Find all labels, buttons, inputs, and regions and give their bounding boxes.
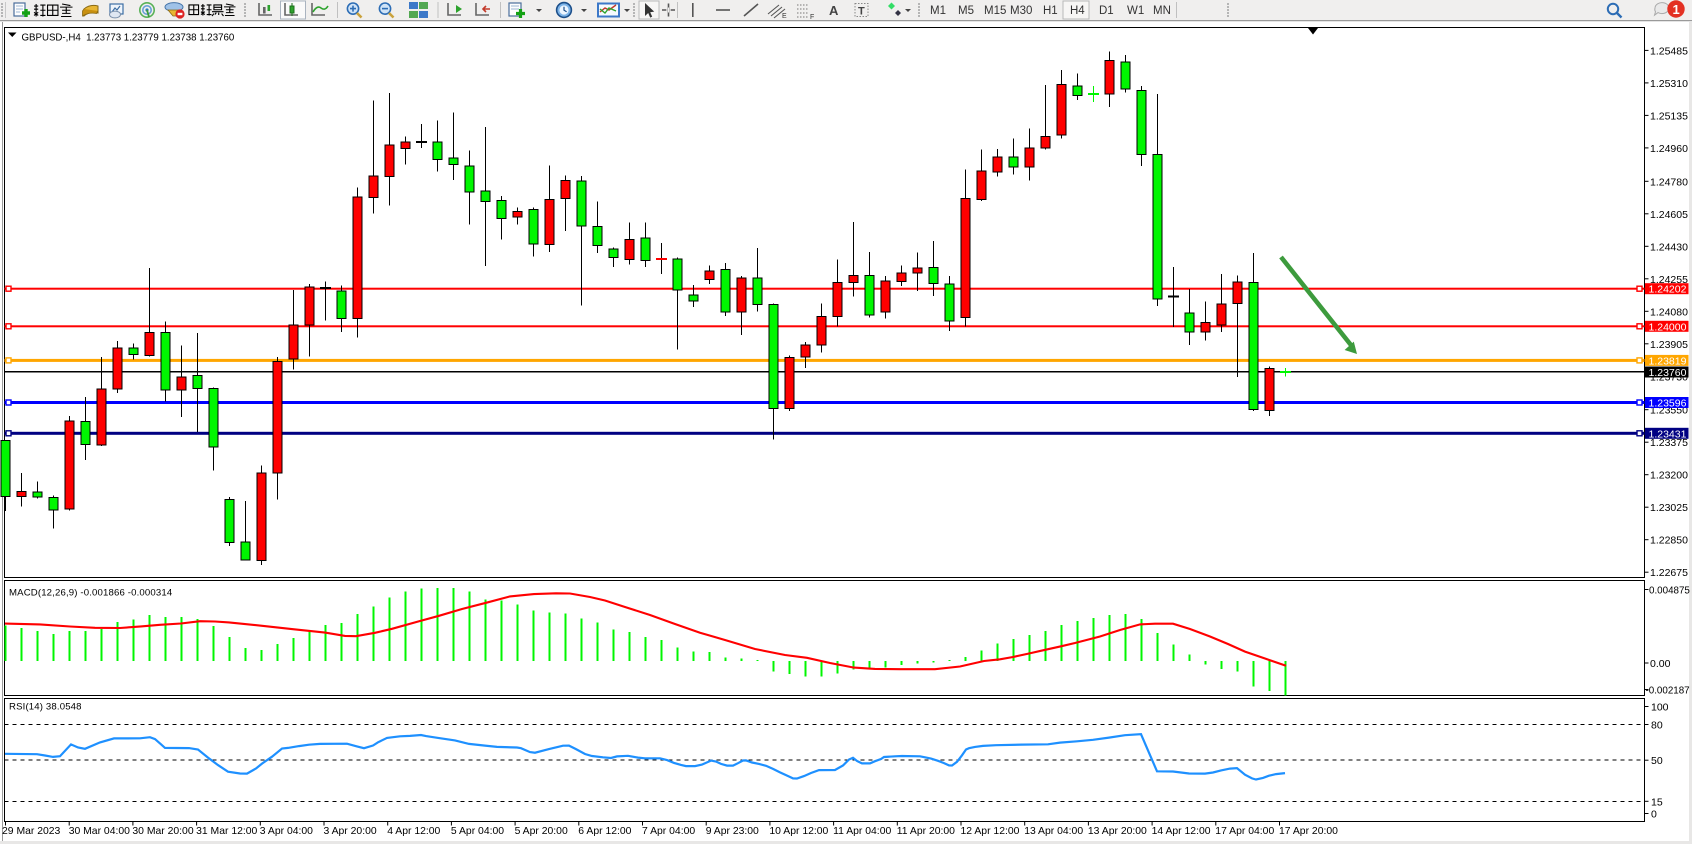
svg-text:80: 80 — [1651, 720, 1663, 732]
svg-text:W1: W1 — [1127, 5, 1144, 17]
svg-text:1.24605: 1.24605 — [1650, 209, 1688, 221]
svg-text:1.22850: 1.22850 — [1650, 535, 1688, 547]
svg-text:F: F — [810, 14, 814, 21]
svg-text:D1: D1 — [1099, 5, 1114, 17]
svg-text:9 Apr 23:00: 9 Apr 23:00 — [706, 826, 759, 837]
svg-text:1.25135: 1.25135 — [1650, 110, 1688, 122]
svg-text:13 Apr 20:00: 13 Apr 20:00 — [1088, 826, 1147, 837]
svg-text:100: 100 — [1651, 702, 1669, 714]
svg-text:0.00: 0.00 — [1650, 658, 1671, 670]
svg-text:12 Apr 12:00: 12 Apr 12:00 — [961, 826, 1020, 837]
svg-text:13 Apr 04:00: 13 Apr 04:00 — [1024, 826, 1083, 837]
svg-text:6 Apr 12:00: 6 Apr 12:00 — [578, 826, 631, 837]
svg-text:14 Apr 12:00: 14 Apr 12:00 — [1152, 826, 1211, 837]
svg-text:17 Apr 20:00: 17 Apr 20:00 — [1279, 826, 1338, 837]
svg-text:1: 1 — [1673, 2, 1680, 17]
svg-text:1.23819: 1.23819 — [1649, 355, 1687, 367]
svg-text:3 Apr 20:00: 3 Apr 20:00 — [324, 826, 377, 837]
svg-text:T: T — [858, 6, 865, 18]
svg-text:11 Apr 20:00: 11 Apr 20:00 — [897, 826, 955, 837]
svg-text:RSI(14) 38.0548: RSI(14) 38.0548 — [9, 702, 82, 713]
svg-text:-0.002187: -0.002187 — [1646, 686, 1690, 697]
svg-text:1.23200: 1.23200 — [1650, 470, 1688, 482]
svg-text:1.25485: 1.25485 — [1650, 45, 1688, 57]
svg-text:1.23905: 1.23905 — [1650, 339, 1688, 351]
svg-text:MACD(12,26,9) -0.001866 -0.000: MACD(12,26,9) -0.001866 -0.000314 — [9, 588, 173, 599]
svg-text:30 Mar 20:00: 30 Mar 20:00 — [132, 826, 193, 837]
svg-text:1.24960: 1.24960 — [1650, 143, 1688, 155]
svg-text:M5: M5 — [958, 5, 974, 17]
svg-text:1.24080: 1.24080 — [1650, 306, 1688, 318]
svg-text:1.23431: 1.23431 — [1649, 428, 1687, 440]
svg-text:10 Apr 12:00: 10 Apr 12:00 — [769, 826, 828, 837]
svg-text:1.23025: 1.23025 — [1650, 502, 1688, 514]
svg-text:1.23760: 1.23760 — [1649, 367, 1687, 379]
svg-text:29 Mar 2023: 29 Mar 2023 — [2, 826, 61, 837]
svg-text:1.24780: 1.24780 — [1650, 176, 1688, 188]
svg-text:H4: H4 — [1070, 5, 1085, 17]
svg-text:1.24000: 1.24000 — [1649, 321, 1687, 333]
svg-text:1.23375: 1.23375 — [1650, 437, 1688, 449]
svg-text:5 Apr 04:00: 5 Apr 04:00 — [451, 826, 504, 837]
svg-text:1.23596: 1.23596 — [1649, 398, 1687, 410]
svg-text:1.22675: 1.22675 — [1650, 567, 1688, 579]
svg-text:4 Apr 12:00: 4 Apr 12:00 — [387, 826, 440, 837]
svg-text:11 Apr 04:00: 11 Apr 04:00 — [833, 826, 891, 837]
svg-text:3 Apr 04:00: 3 Apr 04:00 — [260, 826, 313, 837]
svg-text:1.24430: 1.24430 — [1650, 241, 1688, 253]
svg-text:E: E — [782, 13, 787, 20]
svg-text:31 Mar 12:00: 31 Mar 12:00 — [196, 826, 257, 837]
svg-text:1.25310: 1.25310 — [1650, 78, 1688, 90]
svg-text:1.24202: 1.24202 — [1649, 284, 1687, 296]
svg-text:15: 15 — [1651, 796, 1663, 808]
svg-text:30 Mar 04:00: 30 Mar 04:00 — [69, 826, 130, 837]
svg-text:1.24255: 1.24255 — [1650, 274, 1688, 286]
svg-text:5 Apr 20:00: 5 Apr 20:00 — [515, 826, 568, 837]
svg-text:M15: M15 — [984, 5, 1006, 17]
svg-text:A: A — [829, 3, 839, 18]
svg-text:7 Apr 04:00: 7 Apr 04:00 — [642, 826, 695, 837]
svg-text:17 Apr 04:00: 17 Apr 04:00 — [1215, 826, 1274, 837]
svg-text:50: 50 — [1651, 755, 1663, 767]
svg-text:0.004875: 0.004875 — [1649, 586, 1690, 597]
svg-text:H1: H1 — [1043, 5, 1058, 17]
svg-text:M1: M1 — [930, 5, 946, 17]
svg-text:MN: MN — [1153, 5, 1171, 17]
svg-text:M30: M30 — [1010, 5, 1032, 17]
svg-text:GBPUSD-,H4 1.23773 1.23779 1.: GBPUSD-,H4 1.23773 1.23779 1.23738 1.237… — [22, 33, 235, 44]
svg-text:0: 0 — [1651, 809, 1657, 821]
